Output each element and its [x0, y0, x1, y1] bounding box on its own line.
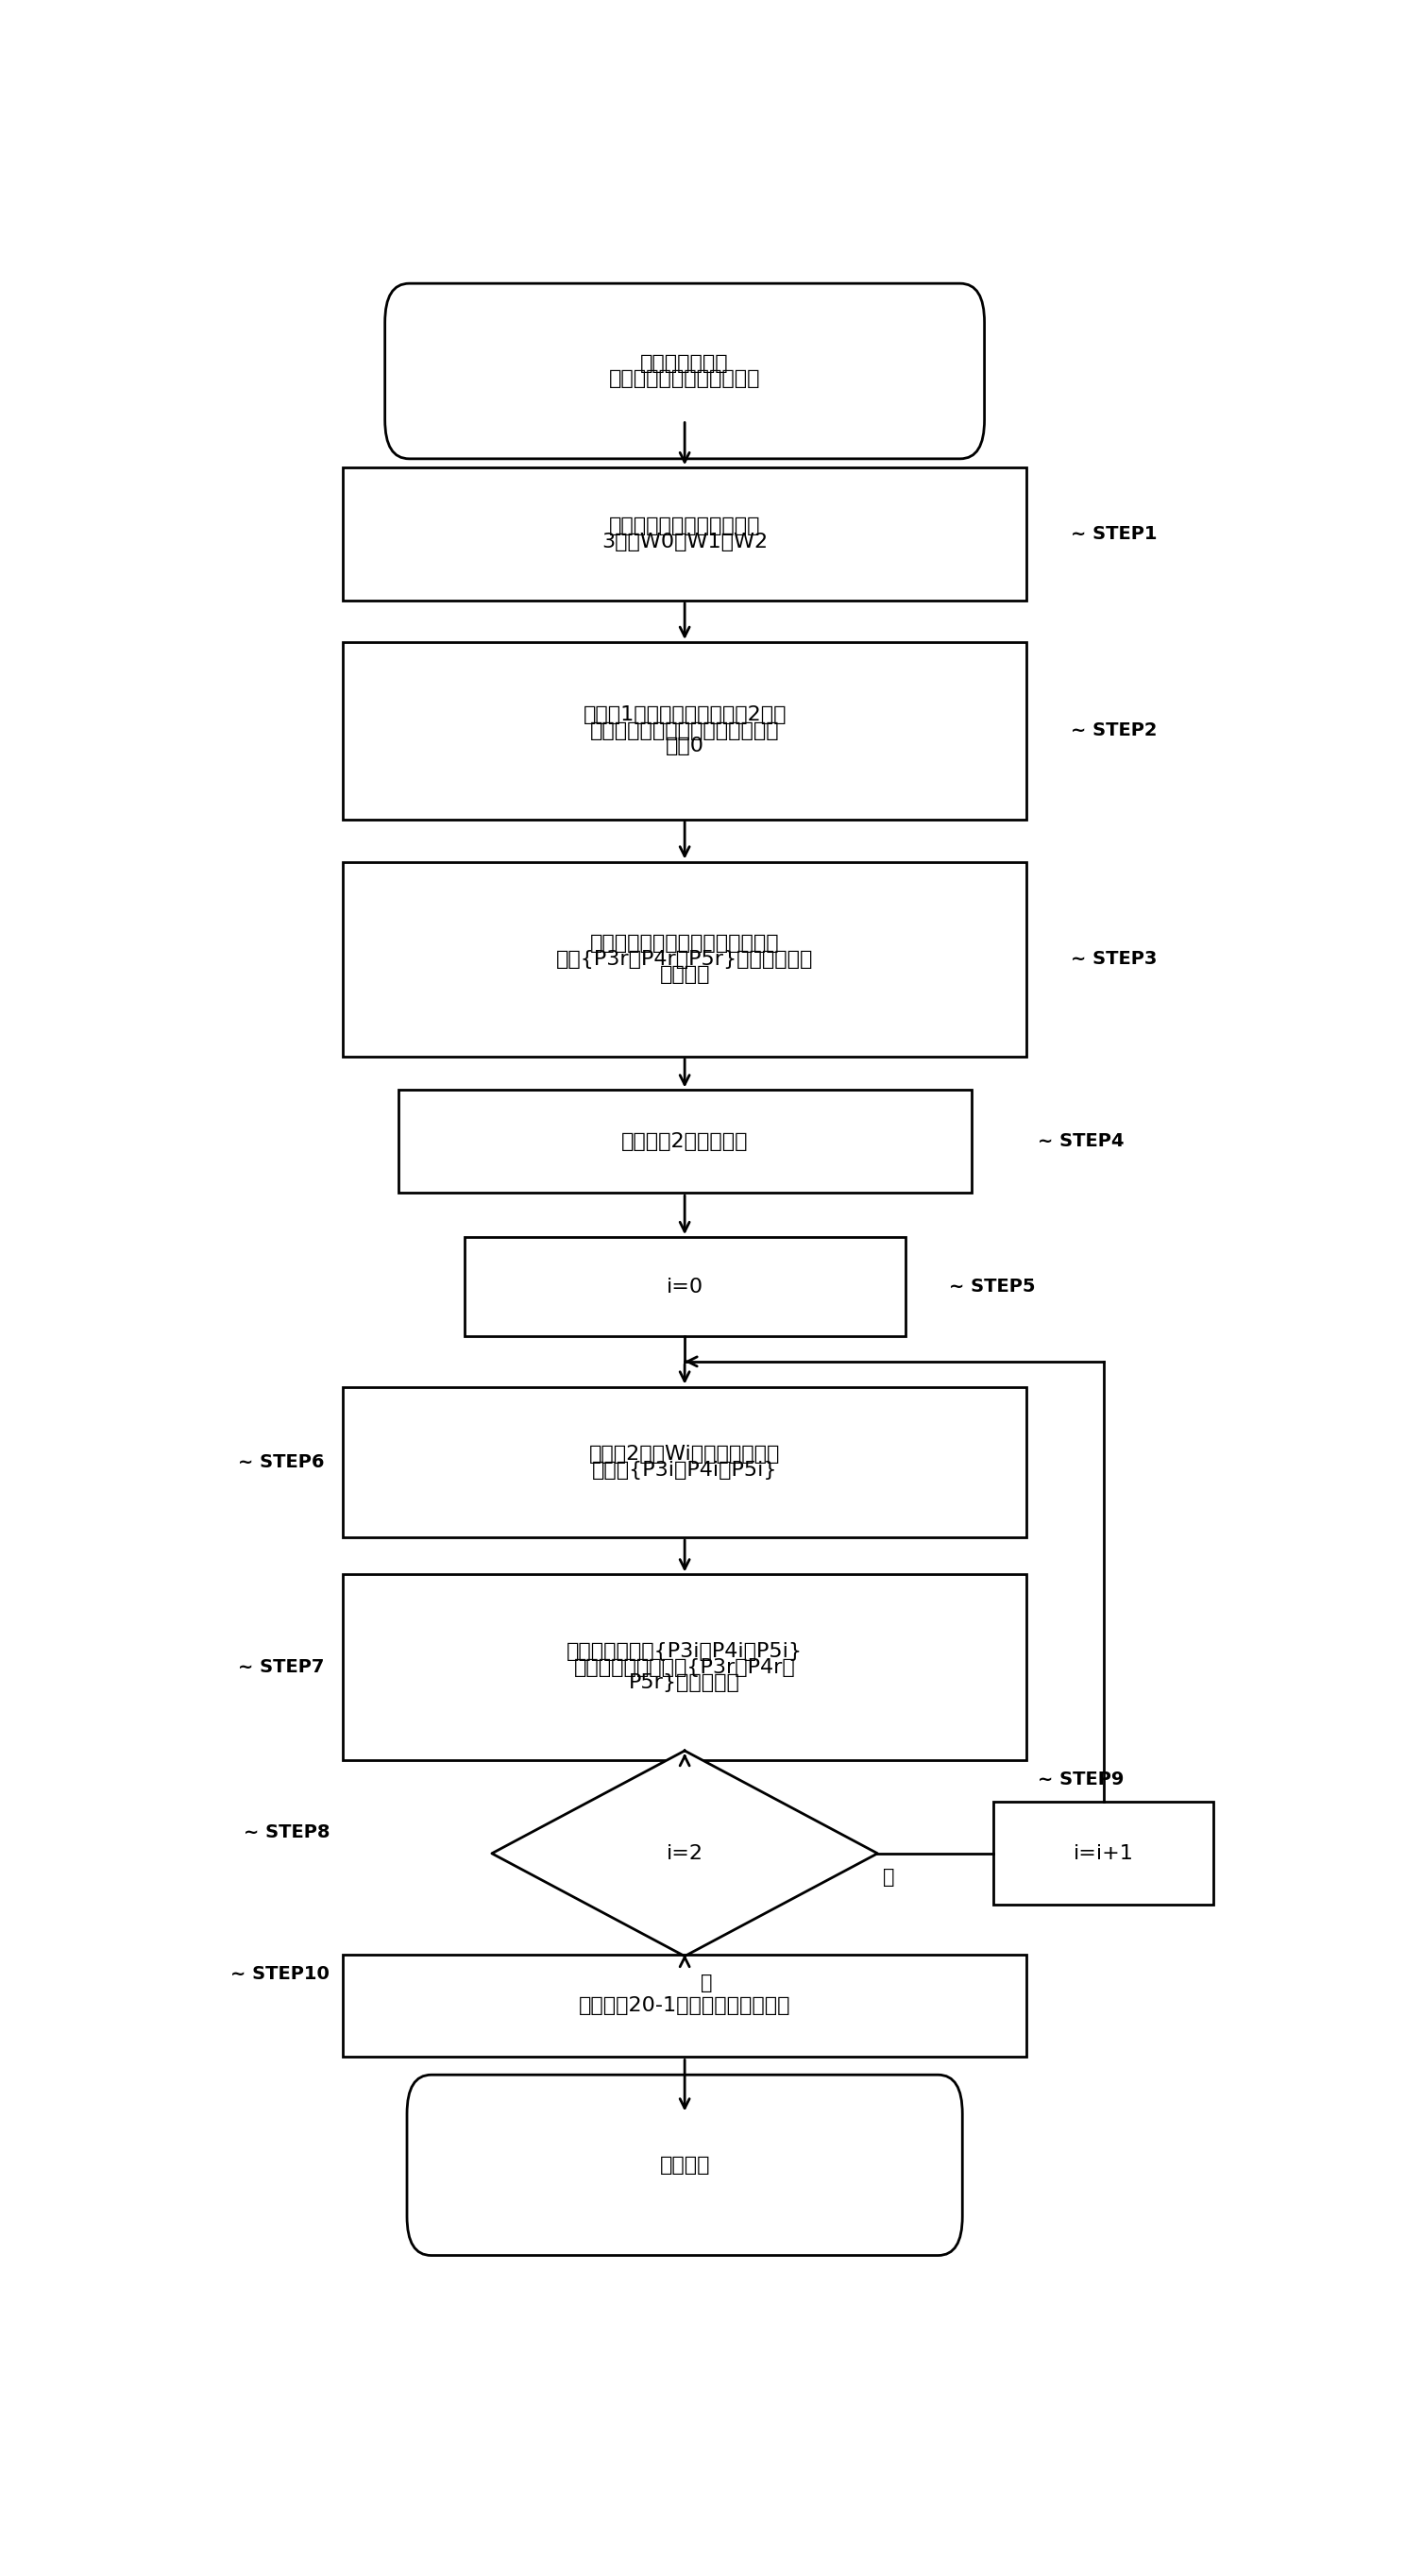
- Text: ∼ STEP5: ∼ STEP5: [950, 1278, 1035, 1296]
- FancyBboxPatch shape: [407, 2074, 963, 2257]
- Text: 对端口1输入基准波，将端口2设为: 对端口1输入基准波，将端口2设为: [583, 706, 786, 724]
- Text: P5r}进行归一化: P5r}进行归一化: [629, 1674, 741, 1692]
- Bar: [343, 863, 1027, 1056]
- Bar: [343, 1386, 1027, 1538]
- FancyBboxPatch shape: [385, 283, 984, 459]
- Text: 基准功率: 基准功率: [660, 966, 710, 984]
- Text: ∼ STEP9: ∼ STEP9: [1037, 1770, 1123, 1788]
- Text: 设为{P3r、P4r、P5r}，并将其设为: 设为{P3r、P4r、P5r}，并将其设为: [556, 951, 813, 969]
- Text: ∼ STEP7: ∼ STEP7: [239, 1659, 324, 1677]
- Text: 波为0: 波为0: [665, 737, 704, 755]
- Text: i=2: i=2: [667, 1844, 702, 1862]
- Text: 是: 是: [701, 1973, 712, 1994]
- Text: 用归一化的基准功率{P3r、P4r、: 用归一化的基准功率{P3r、P4r、: [574, 1659, 795, 1677]
- Text: 测定各个输出端口的功率，将结果: 测定各个输出端口的功率，将结果: [590, 935, 779, 953]
- Text: i=i+1: i=i+1: [1074, 1844, 1133, 1862]
- Text: （利用固定移相器的方法）: （利用固定移相器的方法）: [609, 368, 761, 389]
- Polygon shape: [492, 1752, 877, 1955]
- Text: 基于式（20-1），计算系统参数比: 基于式（20-1），计算系统参数比: [579, 1996, 791, 2014]
- Text: i=0: i=0: [667, 1278, 702, 1296]
- Text: ∼ STEP2: ∼ STEP2: [1071, 721, 1158, 739]
- Bar: [398, 1090, 971, 1193]
- Text: 将测定出的功率{P3i、P4i、P5i}: 将测定出的功率{P3i、P4i、P5i}: [566, 1643, 803, 1662]
- Text: 辨别系统参数比: 辨别系统参数比: [640, 353, 729, 374]
- Text: 设定振幅相等且相位不同的: 设定振幅相等且相位不同的: [609, 518, 761, 536]
- Bar: [343, 641, 1027, 819]
- Bar: [343, 1955, 1027, 2058]
- Text: ∼ STEP3: ∼ STEP3: [1071, 951, 1156, 969]
- Text: 3个波W0、W1、W2: 3个波W0、W1、W2: [602, 533, 768, 551]
- Text: 对端口2输入Wi，测定各个端口: 对端口2输入Wi，测定各个端口: [589, 1445, 781, 1463]
- Text: 否: 否: [883, 1868, 894, 1886]
- Text: ∼ STEP8: ∼ STEP8: [245, 1824, 330, 1842]
- Text: ∼ STEP10: ∼ STEP10: [230, 1965, 330, 1984]
- Text: ∼ STEP4: ∼ STEP4: [1037, 1133, 1123, 1151]
- Text: 匹配终端，使输入到该输入端口的: 匹配终端，使输入到该输入端口的: [590, 721, 779, 739]
- Bar: [993, 1803, 1214, 1904]
- Text: ∼ STEP6: ∼ STEP6: [239, 1453, 324, 1471]
- Text: ∼ STEP1: ∼ STEP1: [1071, 526, 1158, 544]
- Bar: [343, 469, 1027, 600]
- Bar: [343, 1574, 1027, 1759]
- Bar: [464, 1236, 906, 1337]
- Text: 的功率{P3i、P4i、P5i}: 的功率{P3i、P4i、P5i}: [592, 1461, 778, 1479]
- Text: 除去端口2的匹配终端: 除去端口2的匹配终端: [621, 1131, 748, 1151]
- Text: 结束测定: 结束测定: [660, 2156, 710, 2174]
